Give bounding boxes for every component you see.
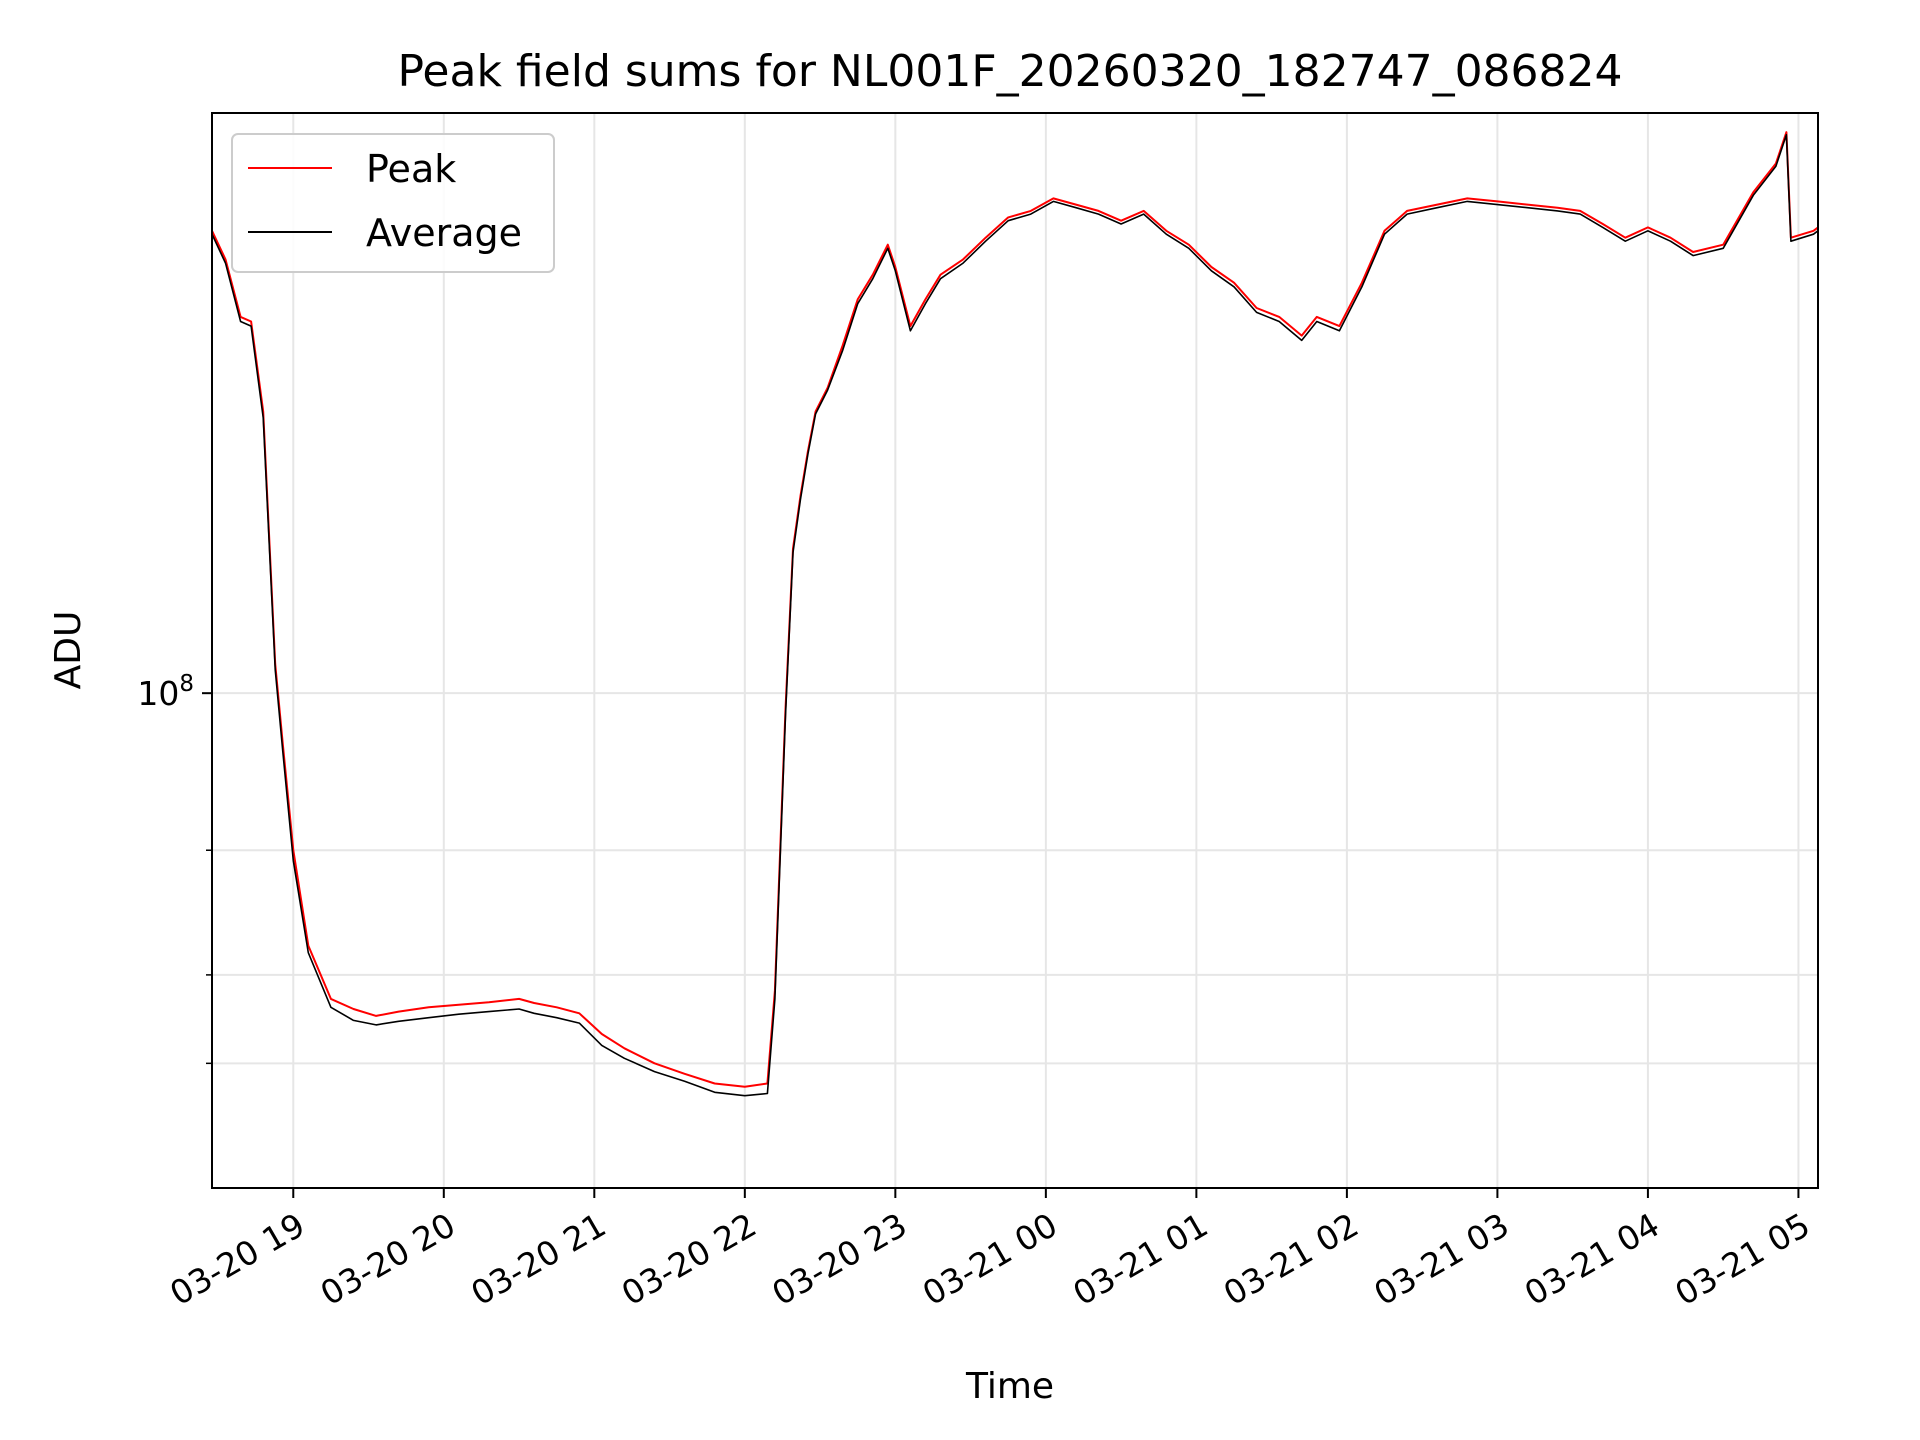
- chart-title: Peak field sums for NL001F_20260320_1827…: [397, 46, 1622, 97]
- x-tick-label: 03-21 00: [916, 1205, 1064, 1313]
- x-tick-label: 03-21 02: [1217, 1205, 1365, 1313]
- grid: [212, 113, 1818, 1188]
- x-tick-label: 03-20 23: [765, 1205, 913, 1313]
- x-tick-label: 03-20 19: [163, 1205, 311, 1313]
- x-tick-label: 03-20 21: [464, 1205, 612, 1313]
- x-tick-label: 03-21 03: [1367, 1205, 1515, 1313]
- x-tick-label: 03-21 01: [1066, 1205, 1214, 1313]
- legend: Peak Average: [231, 133, 555, 273]
- ticks: 03-20 19 03-20 20 03-20 21 03-20 22 03-20 23…: [137, 671, 1816, 1313]
- plot-frame: [211, 112, 1819, 1189]
- x-tick-label: 03-20 22: [615, 1205, 763, 1313]
- series-line-peak: [211, 131, 1819, 1088]
- y-tick-label: 108: [137, 671, 194, 713]
- x-axis-label: Time: [965, 1366, 1054, 1407]
- legend-label-average: Average: [366, 211, 522, 255]
- series-line-average: [211, 133, 1819, 1097]
- x-tick-label: 03-20 20: [314, 1205, 462, 1313]
- x-tick-label: 03-21 04: [1518, 1205, 1666, 1313]
- legend-label-peak: Peak: [366, 147, 456, 191]
- x-tick-label: 03-21 05: [1668, 1205, 1816, 1313]
- y-axis-label: ADU: [48, 611, 89, 690]
- series-layer: [211, 131, 1819, 1097]
